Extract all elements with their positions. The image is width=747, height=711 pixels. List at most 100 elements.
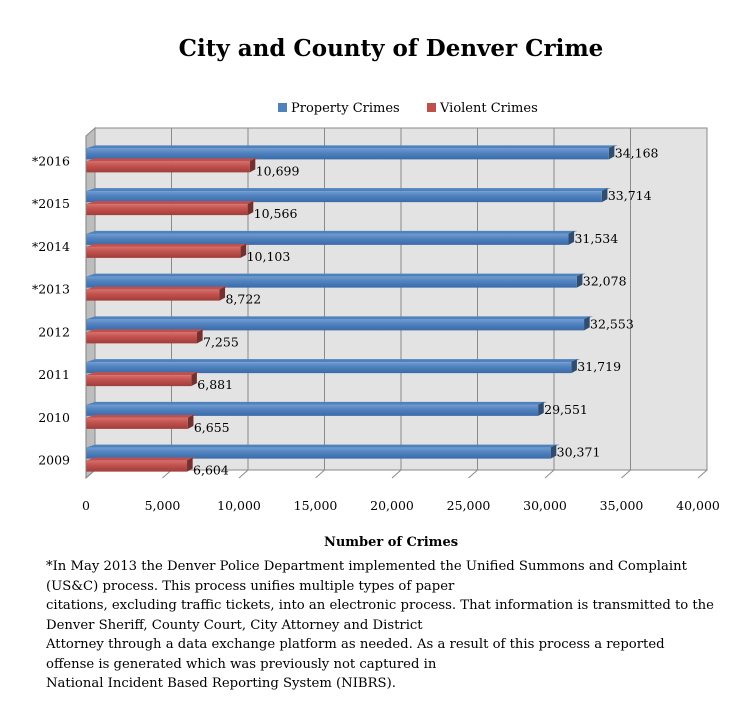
bar-value-label: 10,699: [256, 163, 300, 178]
violent-crimes-bar: [86, 329, 207, 344]
property-crimes-bar: [86, 444, 560, 459]
bar-front-face: [86, 246, 241, 258]
bar-top-face: [86, 188, 611, 192]
bar-top-face: [86, 329, 207, 333]
legend-label-violent: Violent Crimes: [439, 101, 538, 116]
bar-top-face: [86, 230, 578, 234]
legend-swatch-violent: [427, 103, 436, 112]
bars: [86, 145, 618, 472]
gridline-floor: [468, 469, 478, 479]
footnote-line: citations, excluding traffic tickets, in…: [46, 598, 714, 613]
bar-front-face: [86, 460, 188, 472]
bar-end-face: [219, 286, 226, 301]
x-axis-label: Number of Crimes: [324, 535, 458, 550]
x-tick-label: 10,000: [217, 498, 261, 513]
bar-value-label: 33,714: [608, 188, 652, 203]
violent-crimes-bar: [86, 158, 259, 173]
bar-end-face: [550, 444, 557, 459]
bar-end-face: [187, 414, 194, 429]
bar-value-label: 10,566: [254, 206, 298, 221]
gridline-floor: [621, 469, 631, 479]
violent-crimes-bar: [86, 457, 197, 472]
x-tick-label: 40,000: [676, 498, 720, 513]
property-crimes-bar: [86, 188, 611, 203]
footnote-line: National Incident Based Reporting System…: [46, 676, 396, 691]
property-crimes-bar: [86, 359, 581, 374]
gridline-floor: [544, 469, 555, 479]
chart-title: City and County of Denver Crime: [179, 35, 604, 62]
bar-top-face: [86, 372, 201, 376]
bar-end-face: [608, 145, 615, 160]
bar-value-label: 31,719: [577, 359, 621, 374]
x-tick-label: 5,000: [145, 498, 181, 513]
footnote-line: *In May 2013 the Denver Police Departmen…: [46, 559, 687, 574]
bar-value-label: 32,078: [583, 274, 627, 289]
bar-end-face: [571, 359, 577, 374]
bar-end-face: [601, 188, 608, 203]
bar-top-face: [86, 243, 250, 247]
footnote-line: Attorney through a data exchange platfor…: [46, 637, 665, 652]
y-tick-label: *2014: [32, 239, 70, 254]
x-tick-label: 15,000: [294, 498, 338, 513]
bar-top-face: [86, 414, 197, 418]
violent-crimes-bar: [86, 372, 201, 387]
denver-crime-chart: City and County of Denver Crime Property…: [32, 35, 720, 550]
bar-end-face: [191, 372, 197, 387]
footnote-line: offense is generated which was previousl…: [46, 656, 437, 672]
bar-end-face: [538, 401, 544, 416]
bar-top-face: [86, 316, 594, 320]
gridline-floor: [238, 469, 249, 479]
bar-end-face: [240, 243, 247, 258]
bar-labels: 30,371 6,604 29,551 6,655 31,719 6,881 32,553 7…: [193, 145, 659, 477]
y-tick-label: 2011: [38, 367, 70, 382]
bar-value-label: 32,553: [590, 316, 634, 331]
bar-top-face: [86, 359, 581, 363]
x-tick-label: 0: [82, 498, 90, 513]
footnote-line: (US&C) process. This process unifies mul…: [46, 578, 455, 594]
bar-end-face: [249, 158, 256, 173]
bar-top-face: [86, 444, 560, 448]
legend-swatch-property: [278, 103, 287, 112]
bar-value-label: 6,881: [197, 377, 233, 392]
bar-top-face: [86, 457, 197, 461]
bar-front-face: [86, 289, 220, 301]
violent-crimes-bar: [86, 201, 257, 216]
bar-end-face: [197, 329, 203, 344]
x-tick-label: 20,000: [370, 498, 414, 513]
bar-front-face: [86, 404, 539, 416]
bar-front-face: [86, 204, 248, 216]
x-tick-label: 25,000: [447, 498, 491, 513]
bar-top-face: [86, 201, 257, 205]
bar-front-face: [86, 447, 551, 459]
bar-end-face: [568, 230, 575, 245]
gridline-floor: [315, 469, 325, 479]
bar-value-label: 29,551: [544, 402, 588, 417]
property-crimes-bar: [86, 401, 548, 416]
bar-front-face: [86, 148, 609, 160]
x-axis-tick-labels: 0 5,000 10,000 15,000 20,000 25,000 30,000 35,0…: [82, 498, 720, 513]
footnote: *In May 2013 the Denver Police Departmen…: [46, 557, 736, 694]
bar-value-label: 10,103: [247, 249, 291, 264]
x-tick-label: 35,000: [600, 498, 644, 513]
y-tick-label: 2012: [38, 324, 70, 339]
bar-front-face: [86, 319, 585, 331]
bar-top-face: [86, 145, 618, 149]
bar-end-face: [576, 273, 583, 288]
bar-front-face: [86, 375, 192, 387]
bar-top-face: [86, 286, 229, 290]
bar-top-face: [86, 273, 586, 277]
property-crimes-bar: [86, 145, 618, 160]
bar-end-face: [247, 201, 254, 216]
property-crimes-bar: [86, 273, 586, 288]
bar-value-label: 6,604: [193, 463, 229, 478]
bar-top-face: [86, 158, 259, 162]
violent-crimes-bar: [86, 286, 229, 301]
footnote-line: Denver Sheriff, County Court, City Attor…: [46, 617, 423, 633]
bar-value-label: 7,255: [203, 334, 239, 349]
y-tick-label: *2013: [32, 282, 70, 297]
legend-label-property: Property Crimes: [291, 101, 400, 116]
bar-value-label: 6,655: [194, 420, 230, 435]
bar-value-label: 31,534: [574, 231, 618, 246]
violent-crimes-bar: [86, 414, 197, 429]
legend: Property Crimes Violent Crimes: [278, 101, 538, 116]
